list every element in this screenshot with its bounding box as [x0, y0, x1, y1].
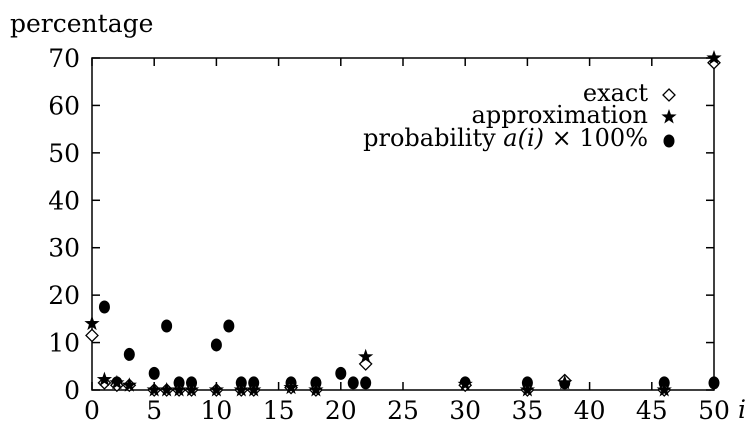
legend-label-probability: probability a(i) × 100% — [363, 124, 648, 152]
x-tick-label: 15 — [263, 396, 295, 425]
x-tick-label: 0 — [84, 396, 100, 425]
star-point — [159, 382, 175, 397]
tick-labels: 0 5 10 15 20 25 30 35 40 45 50 0 10 20 30 40 50 60 70 — [48, 44, 730, 425]
star-point — [246, 382, 262, 397]
y-tick-label: 50 — [48, 139, 80, 168]
circle-point — [98, 300, 110, 314]
circle-point — [223, 319, 235, 333]
legend-marker-probability — [663, 134, 675, 148]
y-tick-label: 40 — [48, 186, 80, 215]
star-point — [358, 348, 374, 364]
circle-point — [708, 376, 720, 390]
y-axis-title: percentage — [10, 9, 153, 38]
star-point — [557, 374, 573, 390]
y-tick-label: 10 — [48, 329, 80, 358]
star-point — [171, 382, 187, 397]
diamond-point — [85, 328, 99, 343]
x-tick-label: 10 — [200, 396, 232, 425]
star-point — [233, 382, 249, 397]
x-tick-label: 35 — [511, 396, 543, 425]
y-tick-label: 30 — [48, 234, 80, 263]
y-tick-label: 20 — [48, 281, 80, 310]
legend-marker-approximation — [661, 109, 677, 124]
legend-label-approximation: approximation — [472, 101, 648, 129]
circle-point — [335, 366, 347, 380]
x-tick-label: 40 — [574, 396, 606, 425]
x-tick-label: 45 — [636, 396, 668, 425]
x-tick-label: 30 — [449, 396, 481, 425]
star-point — [706, 50, 722, 65]
y-tick-label: 60 — [48, 91, 80, 120]
x-tick-label: 50 — [698, 396, 730, 425]
legend: exact approximation probability a(i) × 1… — [363, 79, 677, 152]
x-tick-label: 5 — [146, 396, 162, 425]
star-point — [183, 382, 200, 397]
star-point — [208, 382, 225, 397]
star-point — [84, 315, 100, 331]
legend-label-exact: exact — [583, 79, 648, 107]
star-point — [121, 377, 137, 392]
star-point — [146, 382, 162, 397]
star-point — [308, 382, 324, 397]
circle-point — [123, 347, 135, 361]
x-tick-label: 25 — [387, 396, 419, 425]
circle-point — [347, 376, 359, 390]
star-point — [283, 379, 299, 395]
x-tick-label: 20 — [325, 396, 357, 425]
circle-point — [360, 376, 372, 390]
star-point — [519, 382, 536, 397]
star-point — [656, 382, 672, 397]
circle-point — [148, 366, 160, 380]
legend-marker-exact — [662, 88, 676, 102]
star-point — [457, 376, 473, 391]
x-axis-title: i — [738, 395, 746, 424]
star-point — [96, 371, 113, 387]
y-tick-label: 0 — [64, 376, 80, 405]
data-points — [84, 50, 722, 397]
circle-point — [161, 319, 173, 333]
y-tick-label: 70 — [48, 44, 80, 73]
star-point — [109, 374, 125, 390]
circle-point — [210, 338, 222, 352]
